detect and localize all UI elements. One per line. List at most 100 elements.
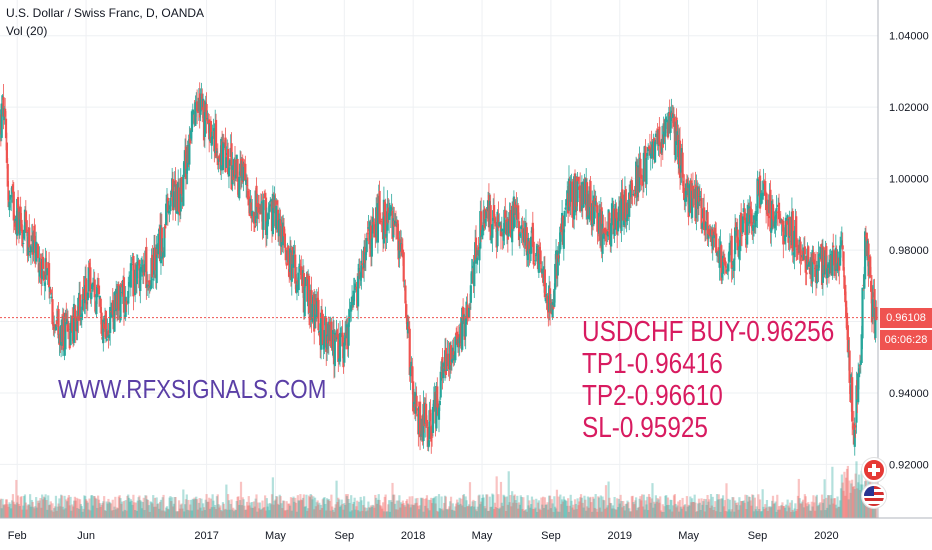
- candle-body: [266, 213, 269, 227]
- volume-bar: [554, 508, 558, 518]
- candle-body: [294, 254, 297, 284]
- candle-body: [307, 275, 311, 314]
- candle-body: [546, 295, 549, 311]
- volume-bar: [111, 499, 114, 518]
- candle-body: [330, 321, 333, 347]
- swiss-flag-icon[interactable]: [862, 458, 886, 482]
- candle-body: [491, 224, 494, 238]
- candle-body: [691, 185, 695, 199]
- volume-bar: [335, 480, 338, 518]
- volume-bar: [123, 509, 126, 518]
- volume-bar: [397, 500, 400, 518]
- candle-body: [622, 194, 625, 221]
- volume-bar: [251, 507, 255, 518]
- volume-bar: [827, 495, 831, 518]
- volume-bar: [294, 497, 297, 518]
- candle-body: [293, 250, 296, 254]
- volume-bar: [203, 510, 206, 518]
- volume-bar: [528, 500, 531, 518]
- candle-body: [344, 332, 347, 346]
- volume-bar: [35, 497, 38, 518]
- candle-body: [69, 322, 72, 346]
- candle-body: [520, 225, 523, 230]
- volume-bar: [185, 494, 188, 518]
- volume-bar: [691, 502, 695, 518]
- candle-body: [318, 330, 321, 334]
- volume-bar: [292, 496, 295, 518]
- volume-bar: [711, 496, 714, 518]
- volume-bar: [72, 506, 75, 518]
- volume-bar: [323, 497, 326, 518]
- volume-bar: [35, 507, 39, 518]
- volume-bar: [692, 501, 695, 518]
- candle-body: [257, 207, 261, 212]
- candle-body: [762, 181, 765, 190]
- volume-bar: [652, 507, 655, 518]
- candle-body: [845, 312, 849, 330]
- candle-body: [16, 198, 19, 236]
- volume-bar: [709, 494, 713, 518]
- volume-bar: [729, 511, 732, 518]
- volume-bar: [636, 507, 639, 518]
- volume-bar: [718, 499, 721, 518]
- candle-body: [752, 215, 756, 224]
- volume-bar: [761, 489, 764, 518]
- us-flag-icon[interactable]: [862, 484, 886, 508]
- volume-bar: [643, 509, 646, 518]
- volume-bar: [23, 494, 27, 518]
- volume-bar: [635, 510, 639, 518]
- candle-body: [431, 406, 435, 433]
- candle-body: [672, 113, 675, 119]
- volume-bar: [387, 504, 390, 518]
- volume-bar: [404, 506, 407, 518]
- volume-bar: [114, 496, 117, 518]
- volume-bar: [334, 504, 337, 518]
- candle-body: [387, 213, 391, 220]
- volume-bar: [642, 494, 645, 518]
- volume-bar: [106, 503, 109, 518]
- volume-bar: [599, 495, 602, 518]
- volume-bar: [641, 506, 645, 518]
- volume-bar: [712, 509, 715, 518]
- candle-body: [684, 183, 688, 202]
- volume-bar: [854, 473, 857, 518]
- volume-bar: [781, 502, 784, 518]
- volume-bar: [371, 504, 374, 518]
- candle-body: [362, 266, 365, 270]
- candle-body: [429, 409, 432, 422]
- candle-body: [492, 205, 496, 218]
- candle-body: [634, 193, 637, 197]
- volume-bar: [476, 506, 479, 518]
- volume-bar: [503, 495, 506, 518]
- candle-body: [405, 304, 408, 318]
- volume-bar: [177, 500, 181, 518]
- volume-bar: [375, 497, 378, 518]
- volume-bar: [485, 494, 488, 518]
- volume-bar: [467, 505, 470, 518]
- volume-bar: [338, 506, 342, 518]
- volume-bar: [797, 478, 800, 518]
- volume-bar: [8, 502, 11, 518]
- candle-body: [408, 328, 411, 375]
- volume-bar: [684, 504, 687, 518]
- volume-bar: [447, 508, 450, 518]
- volume-bar: [736, 502, 739, 518]
- candle-body: [132, 255, 135, 297]
- volume-legend[interactable]: Vol (20): [6, 24, 48, 38]
- volume-bar: [402, 503, 405, 518]
- volume-bar: [525, 511, 528, 518]
- volume-bar: [425, 495, 429, 518]
- candle-body: [496, 211, 499, 247]
- volume-bar: [103, 510, 107, 518]
- candle-body: [228, 159, 231, 166]
- candle-body: [736, 229, 739, 251]
- volume-bar: [400, 503, 404, 518]
- candle-body: [621, 189, 624, 199]
- candle-body: [105, 338, 108, 341]
- volume-bar: [521, 509, 524, 518]
- signal-entry: USDCHF BUY-0.96256: [582, 316, 835, 348]
- volume-bar: [58, 498, 61, 518]
- candle-body: [165, 203, 168, 226]
- volume-bar: [260, 508, 263, 518]
